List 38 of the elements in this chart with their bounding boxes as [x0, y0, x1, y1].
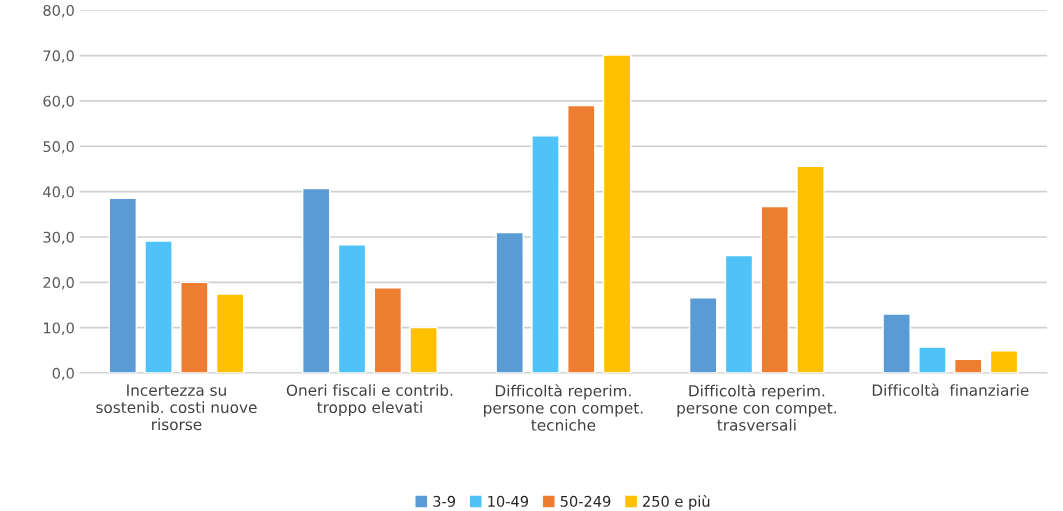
bar — [373, 287, 403, 374]
y-tick-label: 20,0 — [43, 277, 74, 290]
bar — [688, 297, 718, 374]
y-tick-label: 60,0 — [43, 95, 74, 109]
bar — [989, 350, 1019, 374]
y-tick-label: 50,0 — [43, 140, 74, 154]
bar — [108, 197, 138, 374]
x-tick-label: Difficoltà finanziarie — [872, 383, 1029, 396]
bar — [337, 243, 367, 374]
bar — [495, 231, 524, 374]
legend-label: 250 e più — [643, 495, 710, 510]
bar — [567, 104, 596, 374]
x-tick-label: Incertezza su sostenib. costi nuove risorse — [96, 384, 257, 431]
bar — [953, 358, 983, 374]
legend-label: 10-49 — [488, 495, 529, 507]
legend-label: 50-249 — [560, 495, 611, 507]
bar — [215, 293, 245, 374]
y-tick-label: 0,0 — [52, 367, 74, 381]
bar — [724, 254, 754, 374]
bar — [531, 135, 560, 374]
bar — [144, 240, 173, 374]
y-tick-label: 40,0 — [43, 186, 74, 199]
bar — [760, 205, 789, 374]
bar — [882, 313, 911, 374]
y-tick-label: 30,0 — [43, 231, 74, 245]
bar — [301, 187, 331, 374]
bar — [602, 54, 632, 374]
y-tick-label: 80,0 — [43, 4, 74, 18]
x-tick-label: Difficoltà reperim. persone con compet. tecniche — [484, 384, 643, 431]
bar — [180, 281, 209, 374]
y-tick-label: 10,0 — [44, 322, 74, 335]
bar — [918, 346, 947, 374]
y-tick-label: 70,0 — [43, 50, 74, 63]
bar — [409, 326, 438, 374]
legend-label: 3-9 — [433, 495, 456, 507]
x-tick-label: Oneri fiscali e contrib. troppo elevati — [286, 384, 453, 417]
bar — [796, 165, 825, 374]
x-tick-label: Difficoltà reperim. persone con compet. trasversali — [677, 384, 836, 431]
